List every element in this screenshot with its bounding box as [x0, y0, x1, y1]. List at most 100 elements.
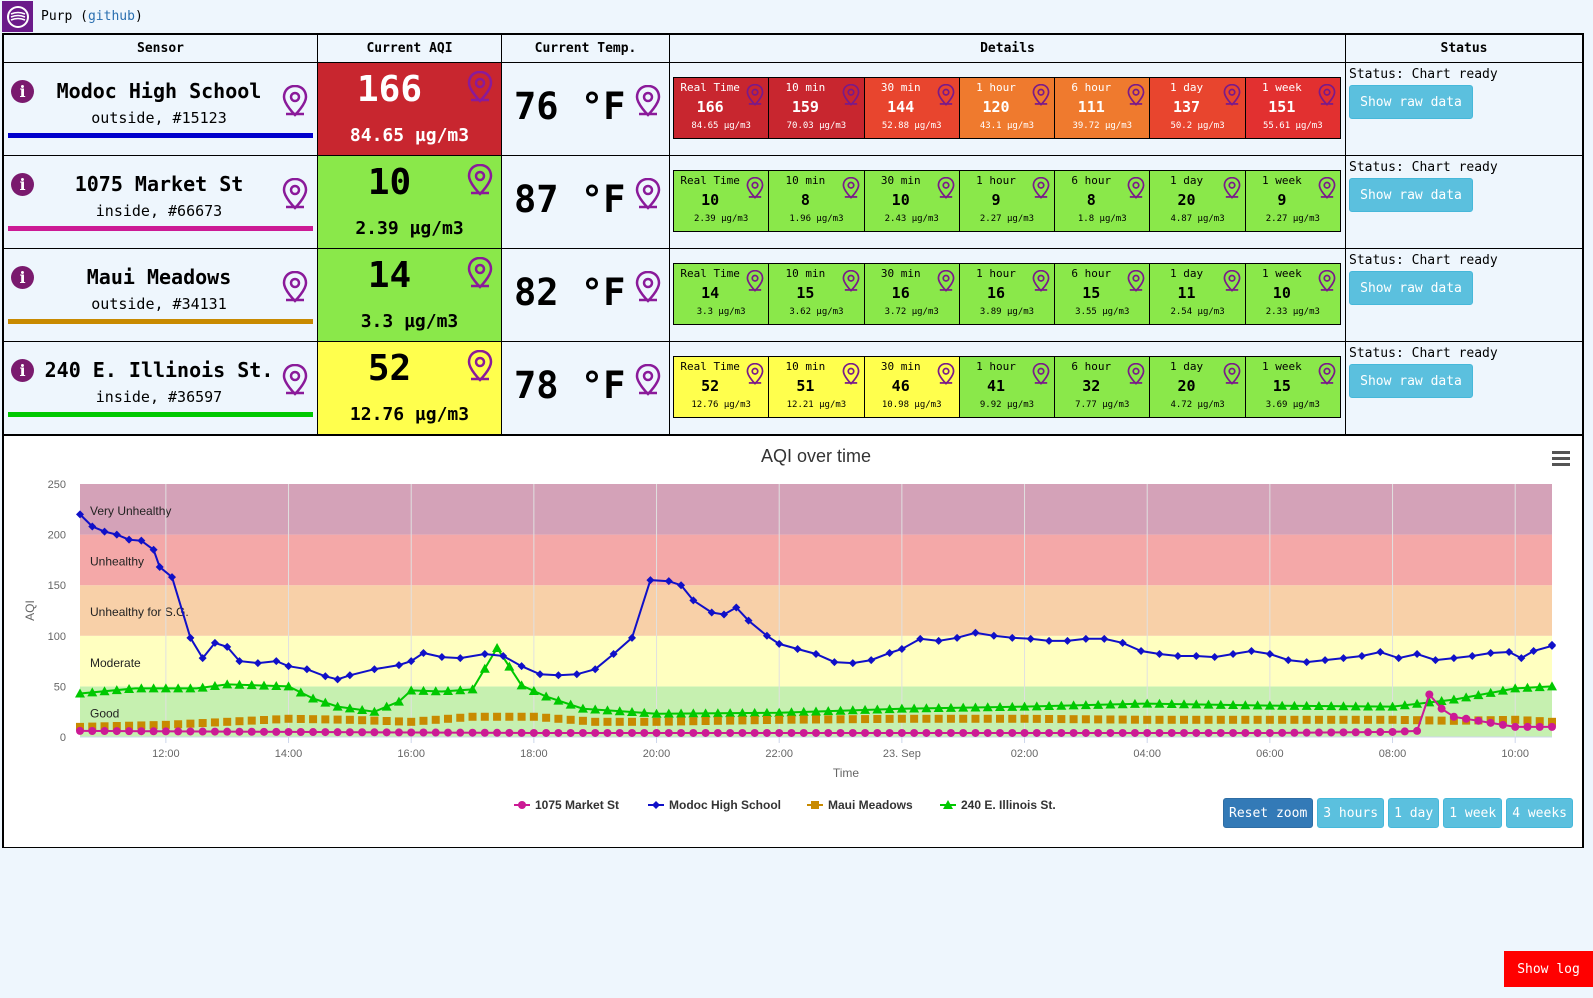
- legend-item[interactable]: 240 E. Illinois St.: [961, 798, 1056, 812]
- map-pin-icon[interactable]: [746, 176, 764, 199]
- map-pin-icon[interactable]: [746, 362, 764, 385]
- info-icon[interactable]: i: [11, 173, 34, 196]
- github-link[interactable]: github: [87, 9, 135, 24]
- map-pin-icon[interactable]: [1223, 176, 1241, 199]
- map-pin-icon[interactable]: [635, 84, 661, 117]
- current-temp-cell: 78 °F: [501, 341, 670, 435]
- data-point: [1339, 728, 1348, 737]
- show-raw-data-button[interactable]: Show raw data: [1349, 364, 1473, 398]
- map-pin-icon[interactable]: [1032, 83, 1050, 106]
- data-point: [444, 728, 452, 737]
- map-pin-icon[interactable]: [635, 177, 661, 210]
- chart-menu-icon[interactable]: [1552, 450, 1570, 466]
- map-pin-icon[interactable]: [1127, 269, 1145, 292]
- data-point: [358, 716, 367, 725]
- detail-box: 6 hour 15 3.55 µg/m3: [1055, 264, 1151, 324]
- data-point: [836, 728, 845, 737]
- reset-zoom-button[interactable]: Reset zoom: [1223, 798, 1314, 828]
- map-pin-icon[interactable]: [1318, 83, 1336, 106]
- data-point: [1143, 715, 1152, 724]
- map-pin-icon[interactable]: [1223, 83, 1241, 106]
- map-pin-icon[interactable]: [1127, 362, 1145, 385]
- map-pin-icon[interactable]: [282, 84, 308, 117]
- zoom-3-hours-button[interactable]: 3 hours: [1317, 798, 1385, 828]
- show-raw-data-button[interactable]: Show raw data: [1349, 178, 1473, 212]
- data-point: [1081, 728, 1090, 737]
- info-icon[interactable]: i: [11, 359, 34, 382]
- map-pin-icon[interactable]: [1223, 269, 1241, 292]
- data-point: [1290, 728, 1299, 737]
- map-pin-icon[interactable]: [1318, 269, 1336, 292]
- map-pin-icon[interactable]: [1223, 362, 1241, 385]
- data-point: [222, 679, 233, 689]
- map-pin-icon[interactable]: [1032, 176, 1050, 199]
- data-point: [787, 728, 796, 737]
- data-point: [284, 662, 293, 671]
- data-point: [174, 720, 183, 729]
- data-point: [260, 715, 268, 724]
- info-icon[interactable]: i: [11, 266, 34, 289]
- map-pin-icon[interactable]: [1318, 176, 1336, 199]
- data-point: [272, 727, 281, 736]
- map-pin-icon[interactable]: [842, 362, 860, 385]
- map-pin-icon[interactable]: [282, 270, 308, 303]
- detail-box: 1 week 151 55.61 µg/m3: [1245, 78, 1340, 138]
- map-pin-icon[interactable]: [1318, 362, 1336, 385]
- data-point: [1425, 690, 1434, 699]
- map-pin-icon[interactable]: [1032, 362, 1050, 385]
- data-point: [76, 722, 84, 731]
- details-row: Real Time 10 2.39 µg/m3 10 min 8 1.96 µg…: [673, 170, 1341, 232]
- data-point: [572, 670, 581, 679]
- detail-value: 8: [800, 191, 810, 209]
- map-pin-icon[interactable]: [635, 363, 661, 396]
- show-log-button[interactable]: Show log: [1504, 951, 1593, 987]
- map-pin-icon[interactable]: [1127, 83, 1145, 106]
- data-point: [1265, 650, 1274, 659]
- map-pin-icon[interactable]: [937, 362, 955, 385]
- map-pin-icon[interactable]: [937, 269, 955, 292]
- map-pin-icon[interactable]: [842, 176, 860, 199]
- legend-item[interactable]: Modoc High School: [669, 798, 781, 812]
- map-pin-icon[interactable]: [467, 70, 493, 103]
- data-point: [1191, 699, 1202, 709]
- map-pin-icon[interactable]: [746, 83, 764, 106]
- map-pin-icon[interactable]: [1127, 176, 1145, 199]
- detail-box: Real Time 52 12.76 µg/m3: [674, 357, 770, 417]
- data-point: [554, 671, 563, 680]
- map-pin-icon[interactable]: [467, 256, 493, 289]
- map-pin-icon[interactable]: [842, 83, 860, 106]
- data-point: [677, 728, 686, 737]
- detail-pm: 4.87 µg/m3: [1170, 214, 1225, 224]
- map-pin-icon[interactable]: [937, 83, 955, 106]
- data-point: [1327, 715, 1336, 724]
- data-point: [1179, 699, 1189, 709]
- info-icon[interactable]: i: [11, 80, 34, 103]
- aqi-band: [80, 635, 1552, 687]
- map-pin-icon[interactable]: [842, 269, 860, 292]
- data-point: [536, 670, 544, 679]
- map-pin-icon[interactable]: [937, 176, 955, 199]
- legend-item[interactable]: Maui Meadows: [828, 798, 913, 812]
- data-point: [1412, 698, 1423, 708]
- map-pin-icon[interactable]: [282, 177, 308, 210]
- data-point: [983, 728, 992, 737]
- legend-item[interactable]: 1075 Market St: [535, 798, 619, 812]
- data-point: [836, 715, 845, 724]
- detail-pm: 2.54 µg/m3: [1170, 307, 1225, 317]
- show-raw-data-button[interactable]: Show raw data: [1349, 271, 1473, 305]
- aqi-band: [80, 534, 1552, 586]
- detail-pm: 70.03 µg/m3: [786, 121, 847, 131]
- map-pin-icon[interactable]: [467, 349, 493, 382]
- map-pin-icon[interactable]: [746, 269, 764, 292]
- data-point: [259, 680, 269, 690]
- zoom-4-weeks-button[interactable]: 4 weeks: [1506, 798, 1573, 828]
- map-pin-icon[interactable]: [467, 163, 493, 196]
- map-pin-icon[interactable]: [1032, 269, 1050, 292]
- zoom-1-week-button[interactable]: 1 week: [1443, 798, 1503, 828]
- show-raw-data-button[interactable]: Show raw data: [1349, 85, 1473, 119]
- map-pin-icon[interactable]: [635, 270, 661, 303]
- data-point: [456, 654, 465, 663]
- detail-pm: 2.27 µg/m3: [979, 214, 1035, 224]
- zoom-1-day-button[interactable]: 1 day: [1388, 798, 1440, 828]
- map-pin-icon[interactable]: [282, 363, 308, 396]
